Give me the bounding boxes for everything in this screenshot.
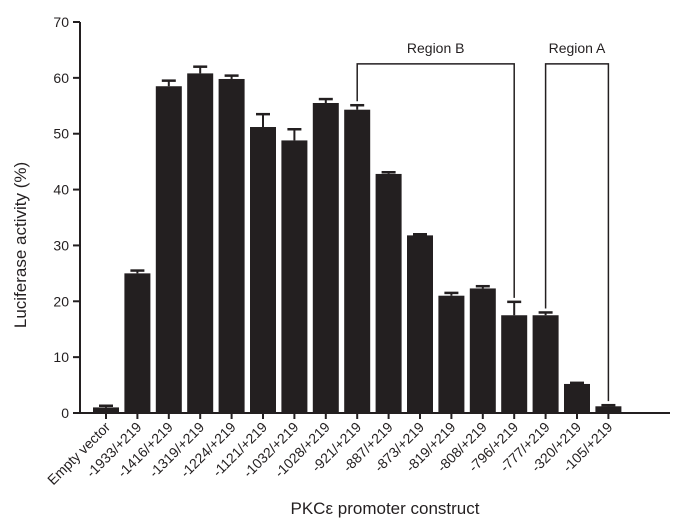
bars bbox=[93, 73, 622, 414]
bar bbox=[187, 73, 214, 413]
category-labels: Empty vector-1933/+219-1416/+219-1319/+2… bbox=[44, 413, 616, 488]
bar bbox=[375, 173, 402, 413]
error-bars bbox=[99, 65, 616, 408]
bar bbox=[469, 288, 496, 413]
bar bbox=[312, 102, 339, 413]
y-tick-label: 40 bbox=[53, 182, 69, 198]
bar bbox=[595, 406, 622, 413]
region-label: Region B bbox=[407, 40, 465, 56]
y-tick-label: 60 bbox=[53, 70, 69, 86]
bar bbox=[155, 86, 182, 413]
y-ticks: 0 10 20 30 40 50 60 70 bbox=[53, 14, 80, 421]
axes bbox=[79, 22, 670, 414]
y-tick-label: 0 bbox=[61, 405, 69, 421]
bar bbox=[344, 109, 371, 414]
bar bbox=[124, 273, 151, 413]
x-axis-title: PKCε promoter construct bbox=[291, 499, 480, 518]
region-bracket bbox=[544, 63, 610, 402]
y-tick-label: 50 bbox=[53, 126, 69, 142]
region-annotations: Region B Region A bbox=[356, 40, 610, 402]
bar bbox=[281, 140, 308, 413]
bar bbox=[407, 235, 433, 413]
bar bbox=[501, 315, 528, 413]
bar bbox=[250, 127, 276, 414]
bar bbox=[438, 295, 465, 413]
region-bracket bbox=[356, 63, 515, 298]
region-label: Region A bbox=[549, 40, 606, 56]
y-tick-label: 10 bbox=[53, 349, 69, 365]
y-tick-label: 30 bbox=[53, 237, 69, 253]
bar bbox=[532, 315, 559, 413]
bar bbox=[218, 78, 245, 413]
y-axis-title: Luciferase activity (%) bbox=[11, 162, 30, 328]
bar bbox=[564, 383, 590, 413]
bar bbox=[93, 407, 119, 413]
y-tick-label: 20 bbox=[53, 293, 69, 309]
y-tick-label: 70 bbox=[53, 14, 69, 30]
